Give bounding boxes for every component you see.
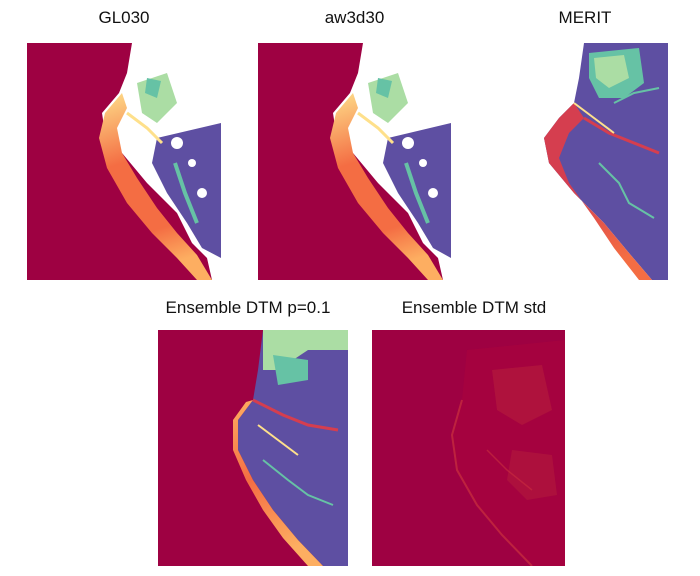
panel-ensemble-std: Ensemble DTM std [360,290,590,576]
panel-gl030: GL030 [0,0,250,290]
panel-title-gl030: GL030 [98,8,150,27]
panel-aw3d30: aw3d30 [250,0,480,290]
panel-title-ensemble-std: Ensemble DTM std [401,298,547,317]
panel-title-ensemble-p01: Ensemble DTM p=0.1 [165,298,331,317]
map-gl030 [27,43,221,280]
panel-merit: MERIT [470,0,700,290]
map-ensemble-p01 [158,330,348,566]
map-aw3d30 [258,43,451,280]
map-merit [534,43,668,280]
map-ensemble-std [372,330,565,566]
panel-ensemble-p01: Ensemble DTM p=0.1 [140,290,360,576]
panel-title-merit: MERIT [558,8,612,27]
panel-title-aw3d30: aw3d30 [324,8,385,27]
